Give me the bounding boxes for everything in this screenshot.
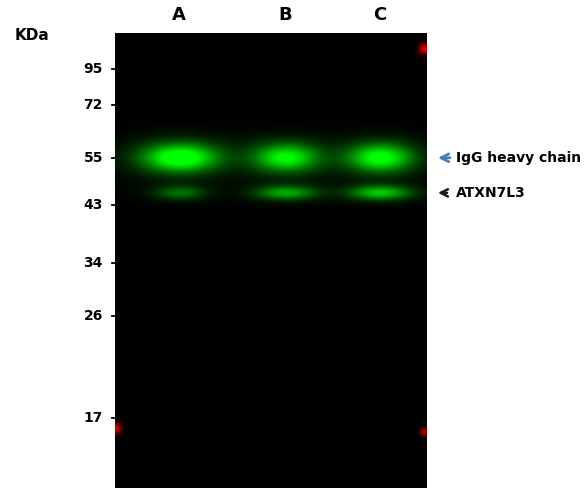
Text: 17: 17 <box>83 411 103 425</box>
Text: B: B <box>278 6 292 24</box>
Text: KDa: KDa <box>15 28 49 43</box>
Text: 43: 43 <box>83 198 103 212</box>
Text: 34: 34 <box>83 256 103 270</box>
Text: 55: 55 <box>83 151 103 165</box>
Text: ATXN7L3: ATXN7L3 <box>456 186 526 200</box>
Text: A: A <box>172 6 186 24</box>
Text: 26: 26 <box>83 309 103 323</box>
Text: 72: 72 <box>83 98 103 112</box>
Text: C: C <box>373 6 386 24</box>
Text: IgG heavy chain: IgG heavy chain <box>456 151 581 165</box>
Text: 95: 95 <box>83 62 103 76</box>
